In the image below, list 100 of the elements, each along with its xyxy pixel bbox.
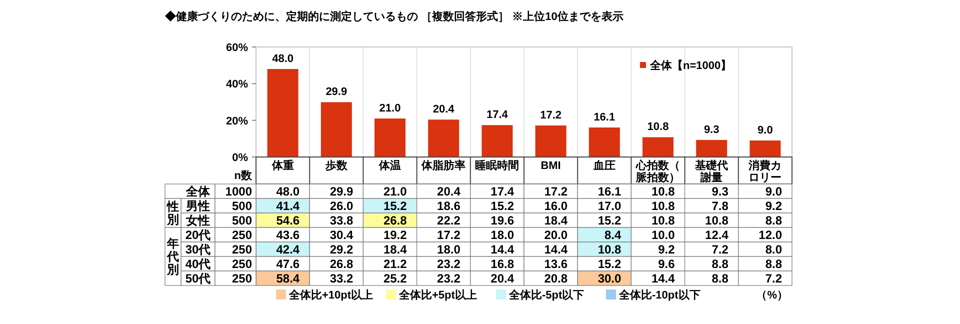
y2-tick-label: 500 — [232, 199, 252, 213]
data-label: 20.4 — [432, 104, 456, 116]
data-label: 17.2 — [540, 109, 562, 122]
legend-label: 全体【n=1000】 — [649, 59, 732, 72]
y-tick-label: 0% — [232, 152, 248, 164]
bar — [267, 69, 298, 157]
x-tick-label: 体脂肪率 — [420, 159, 466, 172]
data-label: 8.0 — [765, 242, 782, 256]
data-label: 25.2 — [383, 272, 408, 286]
data-label: 15.2 — [383, 199, 408, 213]
y-tick-label: 20代 — [185, 228, 211, 242]
data-label: 26.8 — [330, 257, 354, 271]
data-label: 14.4 — [490, 242, 514, 256]
y-tick-label: 50代 — [185, 272, 211, 286]
bar — [750, 140, 781, 157]
data-label: 16.1 — [598, 184, 622, 198]
data-label: 47.6 — [276, 257, 300, 271]
data-label: 18.0 — [490, 228, 514, 242]
chart-title: ◆健康づくりのために、定期的に測定しているもの ［複数回答形式］ ※上位10位までを表示 — [165, 10, 624, 23]
bar — [642, 137, 674, 157]
x-tick-label: 心拍数（脈拍数） — [635, 159, 680, 184]
data-label: 17.4 — [490, 184, 514, 198]
data-label: 20.8 — [544, 272, 568, 286]
y-tick-label: 60% — [226, 42, 248, 54]
data-label: 33.2 — [330, 272, 354, 286]
x-tick-label: BMI — [540, 160, 561, 172]
data-label: 21.2 — [383, 257, 408, 271]
data-label: 10.8 — [651, 199, 676, 213]
data-label: 9.6 — [658, 257, 676, 271]
y2-tick-label: 500 — [232, 214, 252, 228]
data-label: 29.2 — [330, 242, 354, 256]
data-label: 10.8 — [647, 121, 669, 134]
data-label: 26.0 — [330, 199, 354, 213]
x-tick-label: 血圧 — [592, 159, 616, 172]
data-label: 13.6 — [544, 257, 568, 271]
data-label: 30.0 — [598, 272, 622, 286]
bar — [482, 125, 513, 157]
data-label: 9.0 — [765, 184, 782, 198]
data-label: 22.2 — [437, 214, 461, 228]
x-tick-label: 歩数 — [324, 159, 348, 172]
data-label: 17.4 — [486, 109, 509, 122]
data-label: 8.8 — [712, 257, 729, 271]
text: 全体比+5pt以上 — [398, 288, 477, 302]
y-tick-label: 40代 — [185, 257, 211, 271]
data-label: 18.4 — [383, 242, 408, 256]
text: 性別 — [166, 200, 179, 226]
data-label: 16.0 — [544, 199, 568, 213]
data-label: 54.6 — [276, 214, 300, 228]
y2-tick-label: 250 — [232, 228, 252, 242]
data-label: 12.0 — [758, 228, 782, 242]
data-label: 29.9 — [326, 86, 348, 98]
x-tick-label: 体重 — [270, 159, 294, 172]
text: 年代別 — [166, 236, 179, 276]
data-label: 9.2 — [658, 242, 676, 256]
data-label: 29.9 — [330, 184, 354, 198]
bar — [696, 140, 728, 157]
data-label: 20.4 — [437, 184, 461, 198]
y-tick-label: 40% — [226, 78, 248, 91]
y-tick-label: 女性 — [185, 214, 210, 228]
data-label: 18.0 — [437, 242, 461, 256]
y2-tick-label: 250 — [232, 272, 252, 286]
bar — [374, 118, 406, 157]
y-tick-label: 全体 — [185, 184, 211, 198]
data-label: 16.1 — [594, 111, 616, 124]
data-label: 20.0 — [544, 228, 568, 242]
data-label: 15.2 — [490, 199, 514, 213]
data-label: 16.8 — [490, 257, 514, 271]
data-label: 8.8 — [712, 272, 729, 286]
data-label: 9.2 — [765, 199, 782, 213]
data-label: 21.0 — [383, 184, 408, 198]
data-label: 8.4 — [604, 228, 622, 242]
data-label: 48.0 — [276, 184, 300, 198]
data-label: 7.2 — [765, 272, 782, 286]
data-label: 9.3 — [704, 124, 720, 136]
text: （%） — [756, 290, 788, 302]
bar — [535, 125, 566, 157]
data-label: 15.2 — [598, 214, 622, 228]
data-label: 15.2 — [598, 257, 622, 271]
data-label: 9.3 — [712, 184, 729, 198]
data-label: 23.2 — [437, 257, 461, 271]
data-label: 18.4 — [544, 214, 568, 228]
data-label: 10.8 — [651, 184, 676, 198]
x-tick-label: 体温 — [378, 159, 401, 172]
data-label: 8.8 — [765, 257, 782, 271]
x-tick-label: 基礎代謝量 — [694, 159, 728, 184]
data-label: 10.0 — [651, 228, 676, 242]
y2-tick-label: 1000 — [225, 184, 252, 198]
bar — [588, 127, 620, 157]
data-label: 58.4 — [276, 272, 300, 286]
y2-tick-label: 250 — [232, 242, 252, 256]
text: n数 — [234, 169, 253, 182]
data-label: 41.4 — [276, 199, 300, 213]
data-label: 21.0 — [379, 102, 401, 114]
x-tick-label: 消費カロリー — [748, 159, 782, 184]
y2-tick-label: 250 — [232, 257, 252, 271]
data-label: 20.4 — [490, 272, 514, 286]
data-label: 7.2 — [712, 242, 729, 256]
data-label: 19.6 — [490, 214, 514, 228]
text: 全体比+10pt以上 — [288, 288, 374, 302]
x-tick-label: 睡眠時間 — [475, 159, 520, 172]
